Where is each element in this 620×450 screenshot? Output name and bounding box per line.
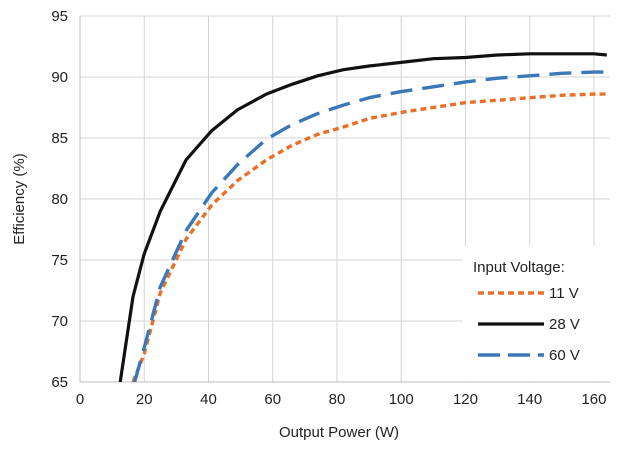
legend-background (462, 246, 612, 381)
x-tick-label: 60 (264, 391, 281, 408)
y-tick-label: 70 (51, 313, 68, 330)
y-tick-label: 90 (51, 69, 68, 86)
axis-layer (79, 16, 610, 383)
x-tick-label: 40 (200, 391, 217, 408)
x-tick-label: 20 (136, 391, 153, 408)
legend-label: 28 V (549, 316, 580, 333)
y-tick-label: 65 (51, 374, 68, 391)
y-axis-title: Efficiency (%) (11, 153, 28, 244)
y-tick-label: 85 (51, 130, 68, 147)
x-tick-label: 80 (329, 391, 346, 408)
legend-items: 11 V 28 V 60 V (478, 285, 580, 364)
series-line-60v (132, 70, 607, 382)
legend: Input Voltage: 11 V 28 V 60 V (462, 246, 612, 381)
y-tick-label: 75 (51, 252, 68, 269)
legend-label: 60 V (549, 347, 580, 364)
series-line-28v (118, 52, 607, 382)
series-layer (118, 52, 607, 382)
series-line-11v (131, 92, 607, 382)
y-tick-label: 95 (51, 8, 68, 25)
legend-label: 11 V (549, 285, 579, 302)
y-tick-label: 80 (51, 191, 68, 208)
tick-layer: 0 20 40 60 80 100 120 140 160 65 70 75 80 85 90 95 (51, 8, 606, 408)
x-tick-label: 140 (517, 391, 542, 408)
x-tick-label: 120 (453, 391, 478, 408)
x-axis-title: Output Power (W) (279, 424, 399, 441)
legend-title: Input Voltage: (473, 259, 565, 276)
x-tick-label: 0 (76, 391, 84, 408)
x-tick-label: 160 (581, 391, 606, 408)
x-tick-label: 100 (389, 391, 414, 408)
